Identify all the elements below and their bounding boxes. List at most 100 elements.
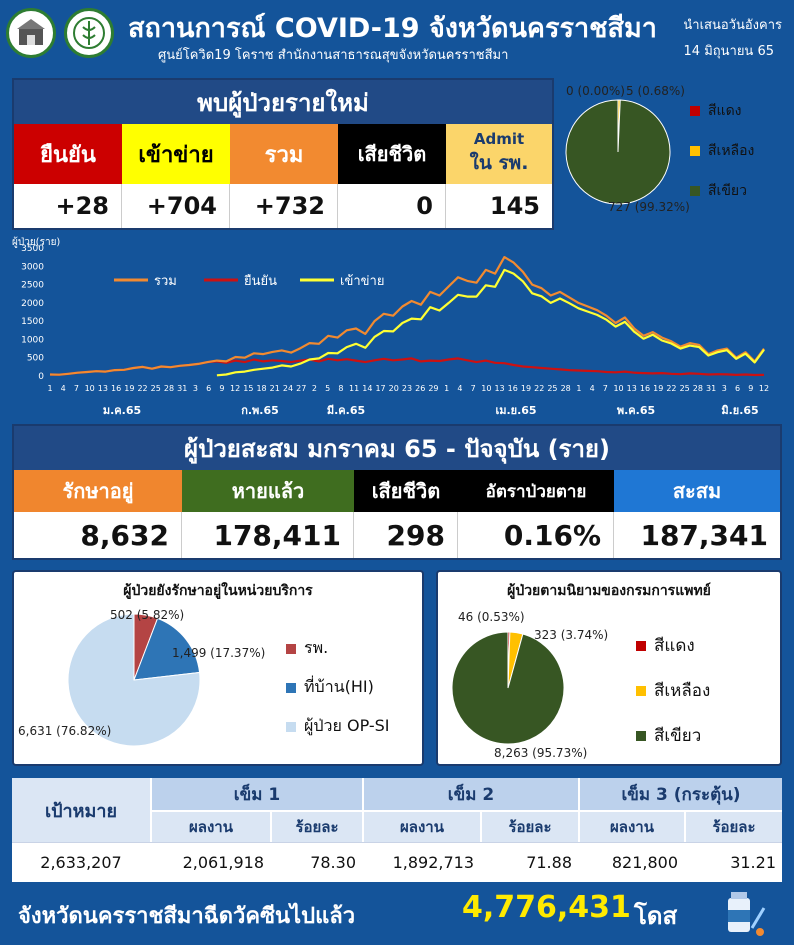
dose3-result-value: 821,800: [578, 842, 684, 882]
x-tick-label: 13: [627, 384, 637, 393]
new-probable-header: เข้าข่าย: [122, 124, 230, 184]
new-cases-title: พบผู้ป่วยรายใหม่: [14, 80, 552, 124]
new-deaths-header: เสียชีวิต: [338, 124, 446, 184]
sev-pie-label-green: 727 (99.32%): [608, 200, 690, 214]
x-tick-label: 10: [85, 384, 95, 393]
new-cases-panel: พบผู้ป่วยรายใหม่ ยืนยัน เข้าข่าย รวม เสี…: [12, 78, 554, 230]
dose2-result-value: 1,892,713: [362, 842, 480, 882]
treatment-pie-slice-1: [133, 617, 201, 681]
dms-pie-panel: ผู้ป่วยตามนิยามของกรมการแพทย์ 46 (0.53%)…: [436, 570, 782, 766]
report-date: 14 มิถุนายน 65: [683, 44, 774, 59]
x-tick-label: 12: [230, 384, 240, 393]
x-tick-label: 24: [283, 384, 293, 393]
dose3-header: เข็ม 3 (กระตุ้น): [578, 778, 782, 810]
y-tick-label: 500: [27, 354, 44, 364]
treat-pie-label-hi: 1,499 (17.37%): [172, 646, 266, 660]
dose3-result-header: ผลงาน: [578, 810, 684, 842]
x-tick-label: 28: [693, 384, 703, 393]
x-tick-label: 25: [151, 384, 161, 393]
treatment-pie-chart: [67, 613, 201, 747]
x-tick-label: 1: [47, 384, 52, 393]
x-tick-label: 16: [111, 384, 121, 393]
treatment-pie-slice-2: [67, 613, 201, 747]
x-month-label: มิ.ย.65: [721, 404, 758, 417]
page-subtitle: ศูนย์โควิด19 โคราช สำนักงานสาธารณสุขจังห…: [158, 48, 509, 63]
legend-label-yellow: สีเหลือง: [708, 143, 755, 159]
dms-legend-swatch-yellow: [636, 685, 646, 696]
x-tick-label: 15: [243, 384, 253, 393]
dose1-percent-header: ร้อยละ: [270, 810, 362, 842]
legend-item-op-si: ผู้ป่วย OP-SI: [286, 714, 390, 739]
legend-label-green: สีเขียว: [708, 183, 747, 199]
moph-logo: [64, 8, 114, 58]
x-tick-label: 6: [735, 384, 740, 393]
x-tick-label: 10: [613, 384, 623, 393]
x-tick-label: 21: [270, 384, 280, 393]
dose3-percent-header: ร้อยละ: [684, 810, 782, 842]
legend-label-op-si: ผู้ป่วย OP-SI: [304, 716, 390, 735]
chart-legend-label-confirmed: ยืนยัน: [244, 273, 278, 289]
cum-fatality-header: อัตราป่วยตาย: [458, 470, 614, 512]
admit-value: 145: [446, 184, 552, 228]
new-deaths-value: 0: [338, 184, 446, 228]
treat-pie-label-opsi: 6,631 (76.82%): [18, 724, 112, 738]
x-tick-label: 3: [193, 384, 198, 393]
dms-pie-label-green: 8,263 (95.73%): [494, 746, 588, 760]
admit-header-line1: Admit: [473, 130, 525, 148]
legend-swatch-yellow: [690, 146, 700, 156]
severity-legend: สีแดง สีเหลือง สีเขียว: [690, 100, 754, 202]
x-tick-label: 7: [471, 384, 476, 393]
x-tick-label: 19: [653, 384, 663, 393]
legend-swatch-red: [690, 106, 700, 116]
dms-legend: สีแดง สีเหลือง สีเขียว: [636, 632, 710, 749]
dose2-result-header: ผลงาน: [362, 810, 480, 842]
vaccine-footer-text: จังหวัดนครราชสีมาฉีดวัคซีนไปแล้ว: [18, 904, 356, 929]
sev-pie-label-yellow: 5 (0.68%): [626, 84, 685, 98]
cum-fatality-value: 0.16%: [458, 512, 614, 558]
x-tick-label: 9: [748, 384, 753, 393]
x-tick-label: 7: [603, 384, 608, 393]
x-month-label: ม.ค.65: [103, 404, 141, 417]
dose2-percent-value: 71.88: [480, 842, 578, 882]
x-tick-label: 28: [164, 384, 174, 393]
x-tick-label: 16: [508, 384, 518, 393]
y-tick-label: 3500: [21, 244, 44, 254]
daily-cases-line-chart: ผู้ป่วย(ราย) 0 500 1000 1500 2000 2500 3000 3500…: [12, 236, 769, 417]
vaccine-total-doses: 4,776,431: [462, 890, 631, 925]
dms-legend-item-red: สีแดง: [636, 632, 710, 659]
cum-deaths-header: เสียชีวิต: [354, 470, 458, 512]
cumulative-panel: ผู้ป่วยสะสม มกราคม 65 - ปัจจุบัน (ราย) ร…: [12, 424, 782, 560]
x-tick-label: 20: [389, 384, 399, 393]
x-tick-label: 25: [680, 384, 690, 393]
x-tick-label: 19: [124, 384, 134, 393]
x-tick-label: 4: [61, 384, 66, 393]
x-tick-label: 26: [415, 384, 425, 393]
x-tick-label: 23: [402, 384, 412, 393]
new-total-header: รวม: [230, 124, 338, 184]
cum-recovered-header: หายแล้ว: [182, 470, 354, 512]
cum-recovered-value: 178,411: [182, 512, 354, 558]
legend-swatch-hospital: [286, 643, 296, 654]
x-tick-label: 9: [219, 384, 224, 393]
new-confirmed-header: ยืนยัน: [14, 124, 122, 184]
x-tick-label: 10: [481, 384, 491, 393]
chart-legend-label-total: รวม: [154, 274, 177, 289]
legend-swatch-green: [690, 186, 700, 196]
dms-pie-chart: [451, 631, 565, 745]
x-tick-label: 2: [312, 384, 317, 393]
dms-legend-swatch-green: [636, 730, 646, 741]
x-tick-label: 1: [444, 384, 449, 393]
dms-legend-label-red: สีแดง: [654, 636, 695, 656]
chart-legend-label-probable: เข้าข่าย: [340, 274, 384, 289]
x-tick-label: 11: [349, 384, 359, 393]
legend-swatch-op-si: [286, 721, 296, 732]
y-tick-label: 2000: [21, 299, 44, 309]
new-total-value: +732: [230, 184, 338, 228]
y-tick-label: 1000: [21, 335, 44, 345]
x-tick-label: 12: [759, 384, 769, 393]
x-tick-label: 16: [640, 384, 650, 393]
x-tick-label: 22: [666, 384, 676, 393]
dms-pie-slice-2: [451, 631, 565, 745]
x-month-label: ก.พ.65: [241, 404, 279, 417]
x-tick-label: 22: [534, 384, 544, 393]
